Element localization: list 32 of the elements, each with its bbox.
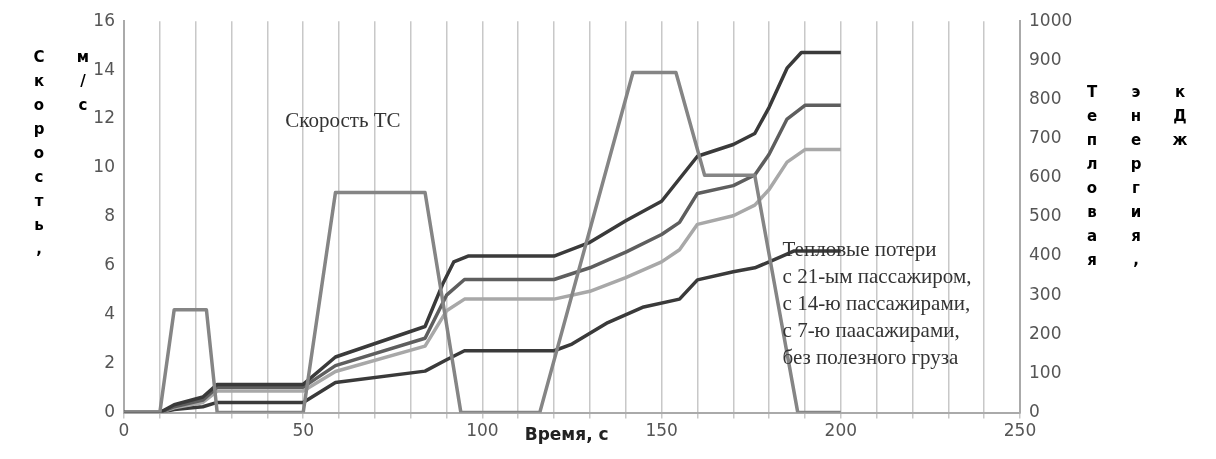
text: Тепловая энергия, кДж (1083, 83, 1189, 275)
y-tick-label: 14 (93, 58, 115, 79)
y2-tick-label: 100 (1029, 361, 1062, 382)
y2-tick-label: 1000 (1029, 9, 1073, 30)
y2-tick-label: 600 (1029, 166, 1062, 187)
y2-tick-label: 0 (1029, 401, 1040, 422)
annotation: с 14-ю пассажирами, (782, 291, 971, 316)
y-tick-label: 0 (104, 401, 115, 422)
text: Скорость, м/с (30, 48, 92, 264)
y2-tick-label: 900 (1029, 48, 1062, 69)
x-tick-label: 50 (292, 420, 315, 441)
y2-tick-label: 800 (1029, 87, 1062, 108)
annotation: Скорость ТС (285, 107, 401, 132)
x-tick-label: 150 (645, 420, 678, 441)
x-tick-label: 250 (1003, 420, 1037, 441)
y-tick-label: 16 (93, 9, 115, 30)
y2-tick-label: 700 (1029, 127, 1062, 148)
y-tick-label: 2 (104, 352, 115, 373)
y-tick-label: 10 (93, 156, 115, 177)
x-tick-label: 0 (118, 420, 130, 441)
y2-tick-label: 300 (1029, 283, 1062, 304)
x-tick-label: 100 (466, 420, 499, 441)
y-tick-label: 6 (104, 254, 115, 275)
annotation: с 21-ым пассажиром, (782, 264, 972, 289)
y-tick-label: 12 (93, 107, 115, 128)
y-tick-label: 8 (104, 205, 115, 226)
y-tick-label: 4 (104, 303, 115, 324)
y2-tick-label: 200 (1029, 322, 1062, 343)
x-tick-label: 200 (824, 420, 858, 441)
y2-tick-label: 400 (1029, 244, 1062, 265)
x-axis-title: Время, с (524, 423, 609, 444)
y2-tick-label: 500 (1029, 205, 1062, 226)
